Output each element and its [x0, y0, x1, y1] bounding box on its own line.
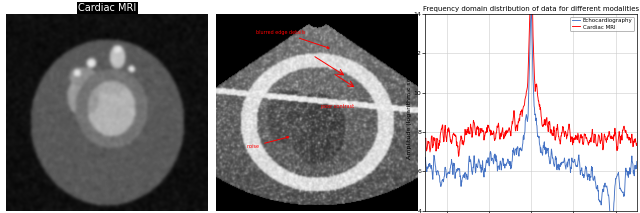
Title: Echocardiography: Echocardiography	[273, 3, 360, 13]
Cardiac MRI	[633, 142, 640, 145]
Echocardiography	[476, 162, 484, 164]
Y-axis label: Amplitude (logarithmic scale): Amplitude (logarithmic scale)	[407, 66, 412, 159]
Line: Echocardiography: Echocardiography	[426, 10, 637, 213]
Cardiac MRI	[581, 133, 589, 136]
Cardiac MRI	[460, 143, 467, 146]
Text: poor contrast: poor contrast	[321, 104, 354, 109]
Text: blurred edge details: blurred edge details	[256, 30, 329, 48]
Echocardiography	[563, 162, 571, 165]
Cardiac MRI	[422, 137, 429, 140]
Cardiac MRI	[518, 111, 525, 113]
Echocardiography	[527, 9, 535, 12]
Echocardiography	[422, 156, 429, 159]
Echocardiography	[633, 160, 640, 163]
Cardiac MRI	[476, 127, 484, 130]
Title: Cardiac MRI: Cardiac MRI	[78, 3, 136, 13]
Cardiac MRI	[547, 128, 554, 131]
Cardiac MRI	[455, 155, 463, 158]
Title: Frequency domain distribution of data for different modalities: Frequency domain distribution of data fo…	[423, 6, 639, 12]
Echocardiography	[581, 171, 589, 174]
Line: Cardiac MRI: Cardiac MRI	[426, 0, 637, 156]
Echocardiography	[547, 162, 554, 165]
Cardiac MRI	[563, 134, 571, 136]
Text: noise: noise	[246, 137, 289, 149]
Echocardiography	[459, 176, 467, 178]
Echocardiography	[517, 148, 525, 151]
Legend: Echocardiography, Cardiac MRI: Echocardiography, Cardiac MRI	[570, 17, 634, 31]
